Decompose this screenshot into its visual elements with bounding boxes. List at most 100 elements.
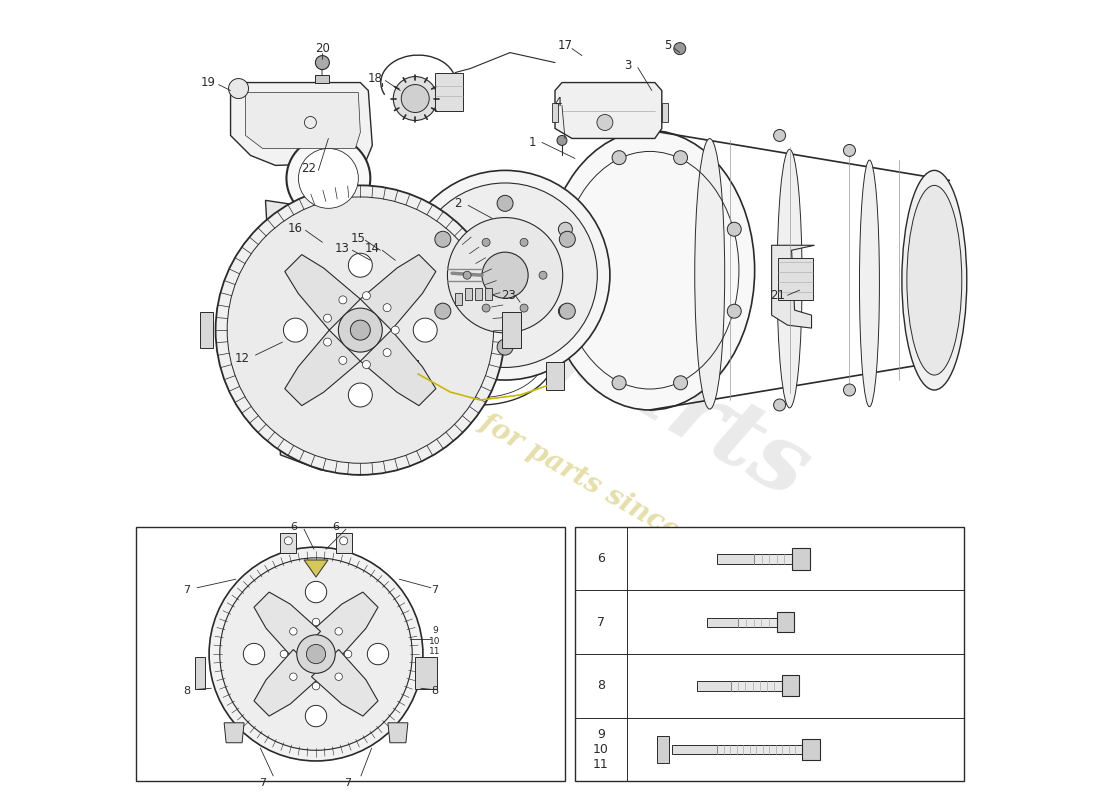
Circle shape [220,558,412,750]
Ellipse shape [859,160,879,406]
Circle shape [463,271,471,279]
Circle shape [557,135,566,146]
Text: 13: 13 [334,242,350,254]
Bar [778,258,813,300]
Circle shape [229,78,249,98]
Circle shape [344,650,352,658]
Text: 18: 18 [367,72,383,85]
Ellipse shape [695,138,725,409]
Circle shape [323,338,331,346]
Polygon shape [254,592,320,658]
Circle shape [209,547,422,761]
Circle shape [727,222,741,236]
Ellipse shape [777,150,802,408]
Circle shape [339,308,383,352]
Bar [706,618,738,626]
Polygon shape [231,82,372,166]
Bar [436,73,463,110]
Text: europarts: europarts [334,182,826,518]
Bar [400,360,418,388]
Text: 5: 5 [664,39,671,52]
Circle shape [414,318,437,342]
Circle shape [392,326,399,334]
Text: 9
10
11: 9 10 11 [593,728,608,771]
Circle shape [339,296,346,304]
Ellipse shape [906,186,961,375]
Circle shape [289,628,297,635]
Circle shape [559,222,572,236]
Circle shape [216,186,505,475]
Polygon shape [361,254,436,330]
Bar [717,554,755,563]
Circle shape [597,114,613,130]
Circle shape [306,706,327,726]
Circle shape [448,218,563,333]
Bar [316,74,329,82]
Circle shape [271,284,303,316]
Text: 2: 2 [454,197,462,210]
Polygon shape [311,592,378,658]
Bar [575,526,965,782]
Circle shape [297,635,336,674]
Circle shape [298,149,359,208]
Text: 12: 12 [235,351,250,365]
Bar [696,681,730,690]
Circle shape [316,55,329,70]
Circle shape [383,349,392,357]
Circle shape [520,238,528,246]
Polygon shape [224,722,244,742]
Circle shape [844,384,856,396]
Bar [455,293,462,305]
Circle shape [394,77,437,121]
Text: 17: 17 [558,39,572,52]
Text: 6: 6 [290,522,297,532]
Circle shape [434,231,451,247]
Circle shape [497,195,513,211]
Polygon shape [336,533,352,553]
Polygon shape [502,312,521,348]
Bar [135,526,565,782]
Circle shape [280,650,288,658]
Circle shape [312,682,320,690]
Circle shape [520,304,528,312]
Circle shape [612,376,626,390]
Bar [730,681,782,690]
Circle shape [278,242,295,258]
Bar [552,102,558,122]
Circle shape [497,339,513,355]
Text: 20: 20 [315,42,330,55]
Text: 15: 15 [351,232,366,245]
Bar [657,736,669,762]
Bar [792,548,811,570]
Circle shape [349,254,372,278]
Polygon shape [388,722,408,742]
Text: 21: 21 [770,289,785,302]
Circle shape [334,628,342,635]
Circle shape [367,643,388,665]
Text: a passion for parts since 1985: a passion for parts since 1985 [341,331,759,588]
Circle shape [402,85,429,113]
Text: 7: 7 [184,585,190,595]
Text: 3: 3 [624,59,631,72]
Bar [782,675,800,696]
Bar [777,612,793,632]
Circle shape [482,252,528,298]
Text: 23: 23 [500,289,516,302]
Bar [485,288,492,300]
Bar [662,102,668,122]
Circle shape [400,170,609,380]
Circle shape [284,318,307,342]
Circle shape [362,361,371,369]
Polygon shape [265,200,361,475]
Circle shape [350,320,371,340]
Circle shape [340,537,348,545]
Circle shape [434,303,451,319]
Circle shape [339,356,346,364]
Circle shape [286,137,371,220]
Circle shape [349,383,372,407]
Polygon shape [311,650,378,716]
Circle shape [559,231,575,247]
Bar [755,554,792,563]
Text: 19: 19 [201,76,216,89]
Text: 8: 8 [597,679,605,692]
